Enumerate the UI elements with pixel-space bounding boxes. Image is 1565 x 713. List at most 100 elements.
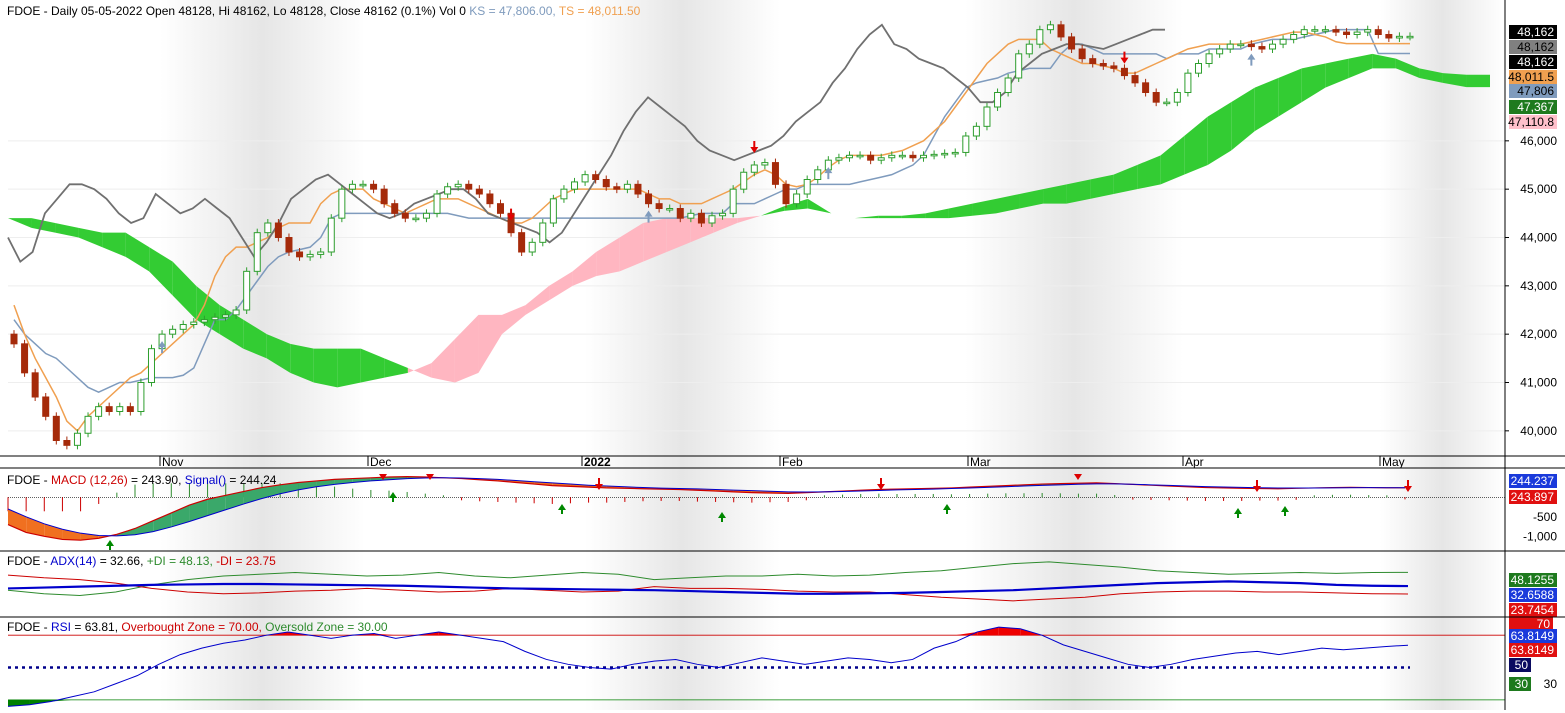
candle[interactable] <box>984 107 990 126</box>
candle[interactable] <box>1217 49 1223 54</box>
candle[interactable] <box>868 155 874 160</box>
candle[interactable] <box>106 407 112 412</box>
candle[interactable] <box>1016 54 1022 78</box>
candle[interactable] <box>804 180 810 195</box>
candle[interactable] <box>360 184 366 186</box>
candle[interactable] <box>582 175 588 182</box>
candle[interactable] <box>1407 36 1413 38</box>
candle[interactable] <box>667 209 673 211</box>
candle[interactable] <box>572 182 578 189</box>
candle[interactable] <box>254 233 260 272</box>
candle[interactable] <box>1100 64 1106 66</box>
candle[interactable] <box>434 194 440 213</box>
candle[interactable] <box>413 218 419 220</box>
candle[interactable] <box>1312 30 1318 32</box>
candle[interactable] <box>846 155 852 157</box>
candle[interactable] <box>445 187 451 194</box>
candle[interactable] <box>614 187 620 189</box>
candle[interactable] <box>942 153 948 155</box>
candle[interactable] <box>1195 64 1201 74</box>
candle[interactable] <box>1375 30 1381 35</box>
candle[interactable] <box>656 204 662 209</box>
candle[interactable] <box>836 158 842 160</box>
candle[interactable] <box>244 271 250 310</box>
candle[interactable] <box>223 315 229 317</box>
candle[interactable] <box>593 175 599 180</box>
candle[interactable] <box>519 233 525 252</box>
candle[interactable] <box>1058 25 1064 37</box>
candle[interactable] <box>1090 59 1096 64</box>
price-axis[interactable]: 46,00045,00044,00043,00042,00041,00040,0… <box>1505 25 1557 438</box>
candle[interactable] <box>1153 93 1159 103</box>
candle[interactable] <box>381 189 387 204</box>
candle[interactable] <box>1322 30 1328 32</box>
candle[interactable] <box>96 407 102 417</box>
candle[interactable] <box>402 213 408 218</box>
candle[interactable] <box>624 184 630 189</box>
candle[interactable] <box>603 180 609 187</box>
candle[interactable] <box>1005 78 1011 93</box>
candle[interactable] <box>1344 32 1350 34</box>
candle[interactable] <box>931 154 937 156</box>
candle[interactable] <box>1185 73 1191 92</box>
candle[interactable] <box>1037 30 1043 44</box>
candle[interactable] <box>889 155 895 157</box>
candle[interactable] <box>85 416 91 433</box>
candle[interactable] <box>497 204 503 214</box>
candle[interactable] <box>952 152 958 154</box>
candle[interactable] <box>783 184 789 203</box>
candle[interactable] <box>550 199 556 223</box>
candle[interactable] <box>22 344 28 373</box>
candle[interactable] <box>1026 44 1032 54</box>
candle[interactable] <box>1164 102 1170 104</box>
candle[interactable] <box>1301 30 1307 35</box>
candle[interactable] <box>529 242 535 252</box>
candle[interactable] <box>561 189 567 199</box>
candle[interactable] <box>339 189 345 218</box>
candle[interactable] <box>1386 35 1392 38</box>
candle[interactable] <box>466 184 472 189</box>
candle[interactable] <box>32 373 38 397</box>
candle[interactable] <box>1238 44 1244 46</box>
candle[interactable] <box>318 252 324 254</box>
candle[interactable] <box>540 223 546 242</box>
candle[interactable] <box>64 441 70 446</box>
candle[interactable] <box>307 254 313 256</box>
candle[interactable] <box>857 155 863 157</box>
candle[interactable] <box>794 194 800 204</box>
candle[interactable] <box>127 407 133 412</box>
candle[interactable] <box>1047 25 1053 30</box>
candle[interactable] <box>117 407 123 412</box>
candle[interactable] <box>328 218 334 252</box>
candle[interactable] <box>53 416 59 440</box>
candle[interactable] <box>698 213 704 223</box>
candle[interactable] <box>772 163 778 185</box>
candle[interactable] <box>1396 36 1402 38</box>
candle[interactable] <box>74 433 80 445</box>
candle[interactable] <box>233 310 239 315</box>
candle[interactable] <box>138 383 144 412</box>
candle[interactable] <box>349 184 355 189</box>
candle[interactable] <box>1206 54 1212 64</box>
candle[interactable] <box>1121 68 1127 75</box>
candle[interactable] <box>741 172 747 189</box>
candle[interactable] <box>170 329 176 334</box>
candle[interactable] <box>1079 49 1085 59</box>
candle[interactable] <box>180 325 186 330</box>
candle[interactable] <box>275 223 281 238</box>
candle[interactable] <box>371 184 377 189</box>
candle[interactable] <box>1227 44 1233 49</box>
candle[interactable] <box>297 252 303 257</box>
candle[interactable] <box>1111 66 1117 68</box>
candle[interactable] <box>910 155 916 157</box>
candle[interactable] <box>191 322 197 324</box>
candle[interactable] <box>1291 35 1297 40</box>
candle[interactable] <box>148 349 154 383</box>
candle[interactable] <box>1143 83 1149 93</box>
candle[interactable] <box>11 334 17 344</box>
candle[interactable] <box>1270 44 1276 49</box>
candle[interactable] <box>1333 30 1339 32</box>
candle[interactable] <box>878 158 884 160</box>
candle[interactable] <box>973 126 979 136</box>
